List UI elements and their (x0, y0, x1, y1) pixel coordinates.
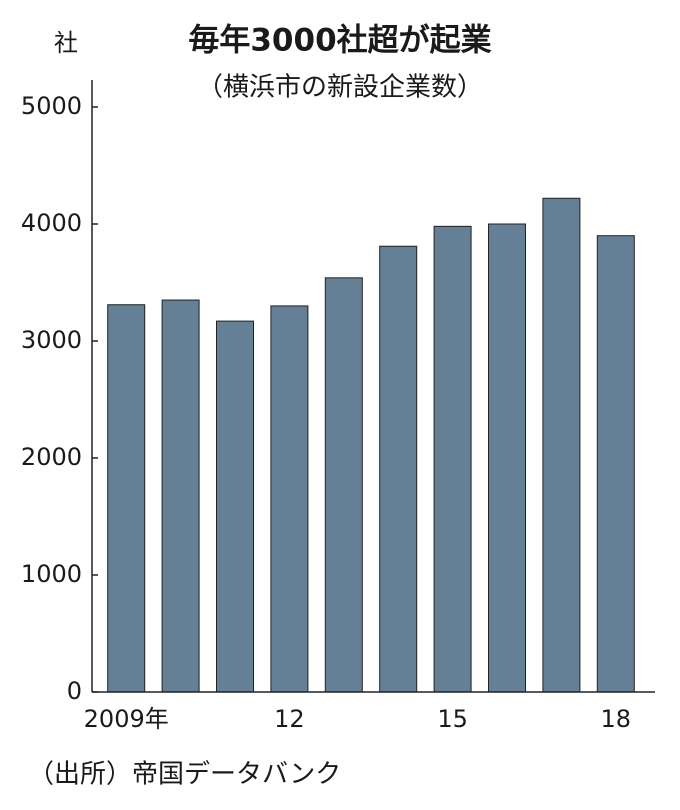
bar (161, 299, 200, 693)
y-tick-label: 1000 (21, 560, 82, 588)
y-tick-label: 3000 (21, 326, 82, 354)
bar (270, 305, 309, 693)
bar (542, 197, 581, 693)
y-tick-label: 2000 (21, 443, 82, 471)
bar (488, 223, 526, 693)
x-tick-label: 2009年 (84, 705, 169, 733)
chart-subtitle: （横浜市の新設企業数） (197, 73, 483, 103)
y-unit: 社 (54, 29, 78, 57)
bar (107, 304, 146, 693)
bar (596, 235, 635, 693)
bar (216, 320, 254, 693)
x-tick-label: 18 (601, 705, 632, 733)
bar (379, 245, 418, 693)
x-tick-label: 15 (437, 705, 468, 733)
bar (433, 225, 472, 693)
y-tick-label: 5000 (21, 92, 82, 120)
chart-title: 毎年3000社超が起業 (188, 23, 491, 59)
source: （出所）帝国データバンク (28, 760, 341, 790)
y-tick-label: 4000 (21, 209, 82, 237)
x-tick-label: 12 (274, 705, 305, 733)
bar (324, 277, 363, 693)
y-tick-label: 0 (67, 677, 82, 705)
